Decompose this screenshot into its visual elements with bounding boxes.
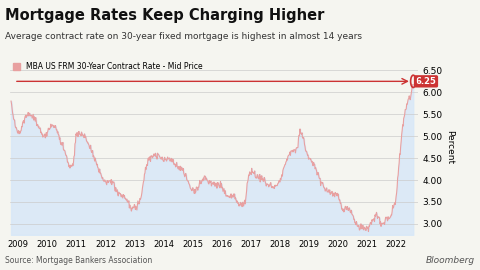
Legend: MBA US FRM 30-Year Contract Rate - Mid Price: MBA US FRM 30-Year Contract Rate - Mid P… — [10, 59, 206, 75]
Text: 6.25: 6.25 — [416, 77, 436, 86]
Text: Bloomberg: Bloomberg — [426, 256, 475, 265]
Text: Mortgage Rates Keep Charging Higher: Mortgage Rates Keep Charging Higher — [5, 8, 324, 23]
Text: Average contract rate on 30-year fixed mortgage is highest in almost 14 years: Average contract rate on 30-year fixed m… — [5, 32, 362, 41]
Y-axis label: Percent: Percent — [444, 130, 454, 164]
Text: Source: Mortgage Bankers Association: Source: Mortgage Bankers Association — [5, 256, 152, 265]
